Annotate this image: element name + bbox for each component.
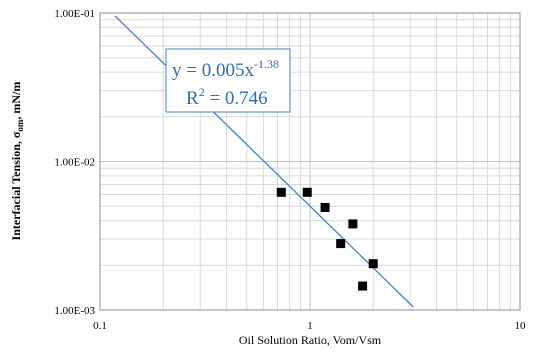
data-point [336, 239, 346, 249]
x-tick-label: 1 [307, 320, 313, 332]
trendline [114, 15, 414, 308]
data-point [276, 187, 286, 197]
data-point [320, 203, 330, 213]
r2-suffix: = 0.746 [205, 88, 268, 109]
y-axis-title-unit: , mN/m [9, 82, 23, 120]
data-points [276, 187, 378, 291]
equation-box [165, 48, 291, 113]
y-tick-label: 1.00E-01 [54, 8, 95, 20]
y-tick-label: 1.00E-02 [54, 157, 95, 169]
equation-prefix: y = 0.005x [172, 60, 254, 81]
equation-text: y = 0.005x-1.38 [172, 57, 279, 81]
r2-prefix: R [186, 88, 199, 109]
data-point [358, 281, 368, 291]
x-tick-label: 0.1 [93, 320, 107, 332]
r2-text: R2 = 0.746 [186, 85, 268, 109]
data-point [302, 187, 312, 197]
y-axis-title-subscript: om [15, 119, 25, 132]
data-point [348, 219, 358, 229]
plot-area-border [99, 12, 521, 311]
equation-exponent: -1.38 [254, 57, 279, 71]
data-point [368, 259, 378, 269]
y-axis-title: Interfacial Tension, σom, mN/m [9, 82, 25, 241]
r2-exponent: 2 [199, 85, 205, 99]
x-tick-label: 10 [515, 320, 527, 332]
y-axis-title-main: Interfacial Tension, σ [9, 131, 23, 240]
grid [100, 13, 520, 310]
tick-labels: 0.1 1 10 1.00E-03 1.00E-02 1.00E-01 [54, 8, 526, 332]
equation-annotation: y = 0.005x-1.38 R2 = 0.746 [165, 48, 291, 113]
y-tick-label: 1.00E-03 [54, 305, 95, 317]
x-axis-title: Oil Solution Ratio, Vom/Vsm [239, 333, 382, 347]
